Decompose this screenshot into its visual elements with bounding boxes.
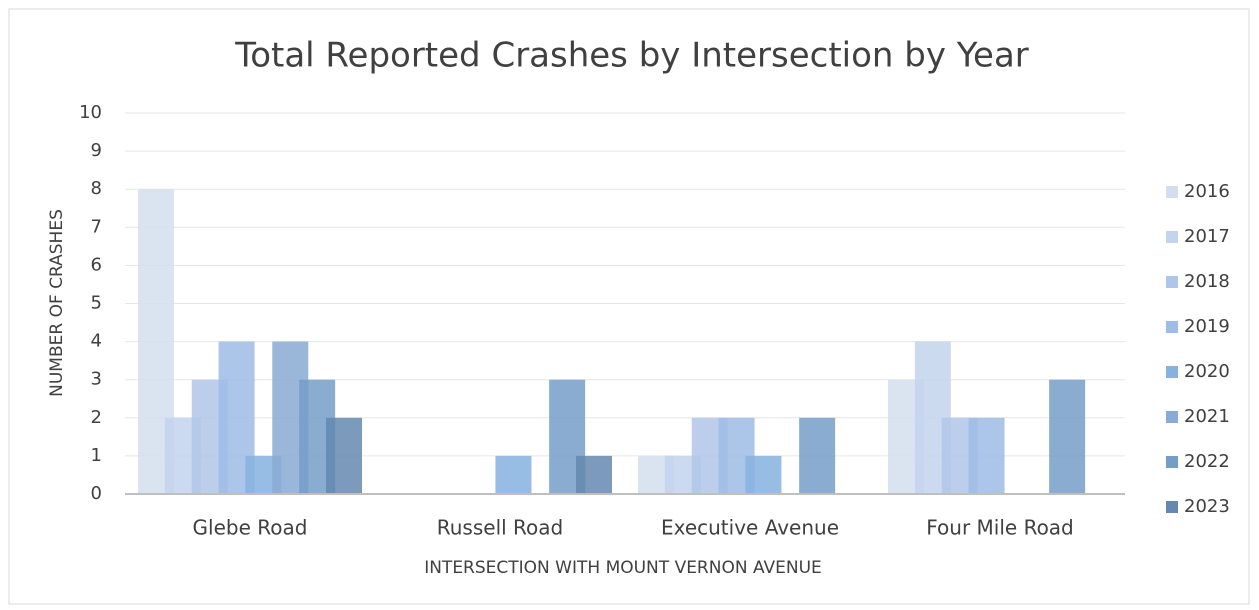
x-tick-label: Four Mile Road: [926, 516, 1074, 540]
x-tick-label: Executive Avenue: [661, 516, 839, 540]
legend-label: 2022: [1184, 451, 1230, 472]
y-tick-label: 10: [79, 102, 102, 123]
bar: [576, 455, 612, 494]
y-tick-label: 2: [91, 407, 102, 428]
y-tick-label: 4: [91, 331, 102, 352]
legend-label: 2023: [1184, 496, 1230, 517]
legend-label: 2020: [1184, 361, 1230, 382]
legend-label: 2017: [1184, 226, 1230, 247]
x-tick-label: Russell Road: [437, 516, 563, 540]
x-tick-label: Glebe Road: [193, 516, 308, 540]
x-axis-title: INTERSECTION WITH MOUNT VERNON AVENUE: [424, 558, 822, 578]
legend-label: 2021: [1184, 406, 1230, 427]
bar: [326, 417, 362, 494]
y-tick-label: 5: [91, 293, 102, 314]
y-tick-label: 1: [91, 445, 102, 466]
bar: [968, 417, 1005, 494]
legend-swatch: [1166, 321, 1178, 333]
legend-label: 2018: [1184, 271, 1230, 292]
legend-swatch: [1166, 411, 1178, 423]
y-tick-label: 6: [91, 254, 102, 275]
legend-swatch: [1166, 456, 1178, 468]
legend-swatch: [1166, 366, 1178, 378]
legend-swatch: [1166, 501, 1178, 513]
y-tick-label: 3: [91, 369, 102, 390]
y-tick-label: 9: [91, 140, 102, 161]
bar: [745, 455, 782, 494]
y-tick-label: 8: [91, 178, 102, 199]
chart-title: Total Reported Crashes by Intersection b…: [234, 36, 1029, 76]
y-tick-label: 0: [91, 483, 102, 504]
y-tick-label: 7: [91, 216, 102, 237]
legend-swatch: [1166, 276, 1178, 288]
y-axis-title: NUMBER OF CRASHES: [47, 209, 67, 397]
legend-swatch: [1166, 186, 1178, 198]
bar: [1049, 379, 1086, 494]
legend-label: 2016: [1184, 181, 1230, 202]
legend-label: 2019: [1184, 316, 1230, 337]
bar: [495, 455, 532, 494]
chart-frame: [8, 8, 1250, 605]
bar: [799, 417, 836, 494]
legend-swatch: [1166, 231, 1178, 243]
